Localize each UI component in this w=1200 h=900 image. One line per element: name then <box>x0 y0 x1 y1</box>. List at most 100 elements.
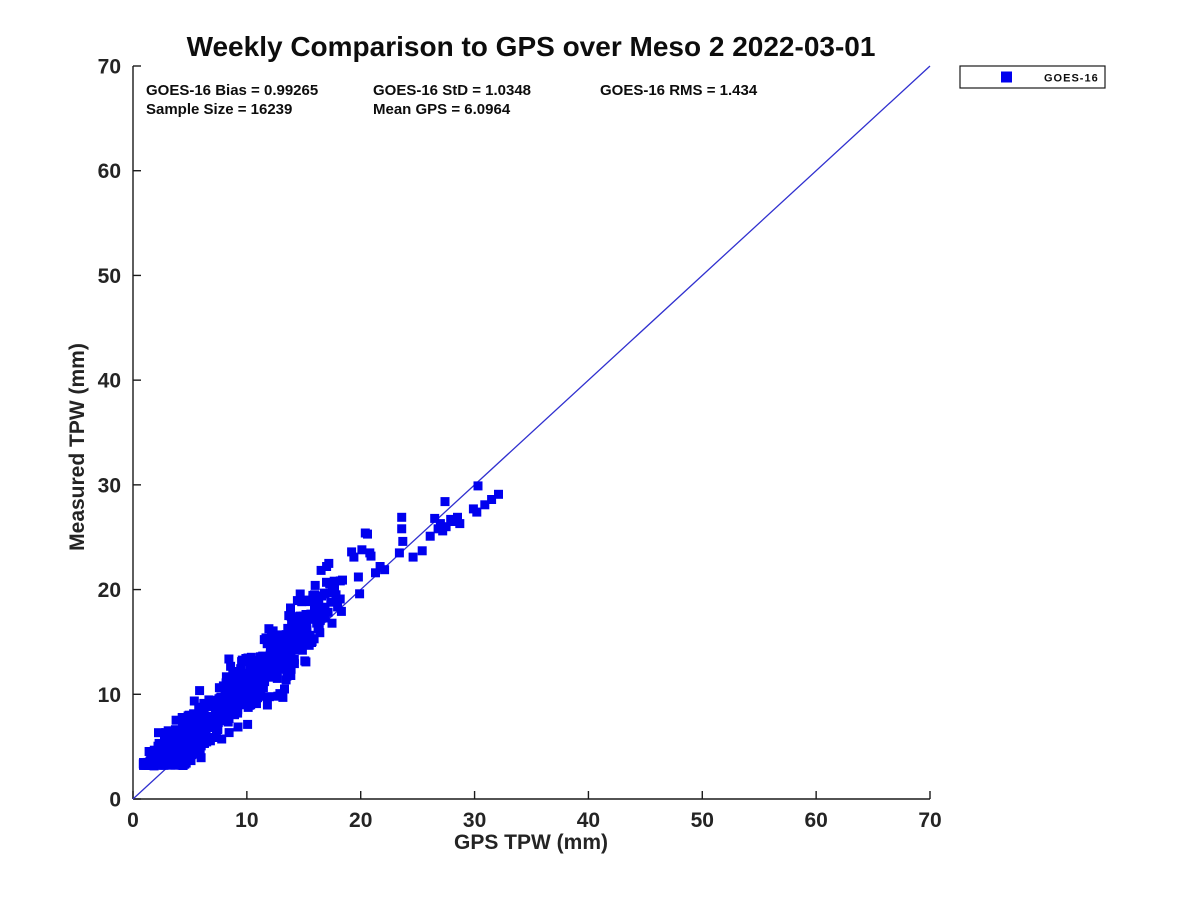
data-point-marker <box>233 681 243 691</box>
chart-title: Weekly Comparison to GPS over Meso 2 202… <box>187 31 876 62</box>
data-point-marker <box>199 738 209 748</box>
data-point-marker <box>371 568 380 578</box>
data-point-marker <box>271 659 281 669</box>
data-point-marker <box>295 628 305 638</box>
data-point-marker <box>258 683 268 693</box>
data-point-marker <box>243 702 253 712</box>
data-point-marker <box>154 728 163 738</box>
data-point-marker <box>294 618 304 628</box>
data-point-marker <box>243 682 253 692</box>
data-point-marker <box>297 624 307 634</box>
data-point-marker <box>177 713 187 722</box>
data-point-marker <box>258 677 268 686</box>
data-point-marker <box>154 759 164 769</box>
data-point-marker <box>161 751 171 761</box>
data-point-marker <box>226 661 236 671</box>
data-point-marker <box>310 580 320 590</box>
data-point-marker <box>272 673 282 683</box>
data-point-marker <box>447 517 457 526</box>
data-point-marker <box>430 513 440 523</box>
data-point-marker <box>167 731 177 741</box>
data-point-marker <box>320 613 330 623</box>
x-tick-label: 60 <box>804 809 827 832</box>
data-point-marker <box>188 744 197 754</box>
x-tick-label: 70 <box>918 809 941 832</box>
data-point-marker <box>199 706 209 716</box>
data-point-marker <box>274 632 284 642</box>
data-point-marker <box>264 692 274 702</box>
data-point-marker <box>217 734 227 744</box>
y-tick-label: 70 <box>98 56 121 79</box>
data-point-marker <box>233 708 243 718</box>
stat-std: GOES-16 StD = 1.0348 <box>373 82 531 99</box>
data-point-marker <box>170 760 179 770</box>
data-point-marker <box>251 674 261 684</box>
data-point-marker <box>211 706 220 716</box>
data-point-marker <box>326 597 336 607</box>
data-point-marker <box>217 708 227 717</box>
data-point-marker <box>316 565 326 575</box>
data-point-marker <box>353 572 363 582</box>
data-point-marker <box>338 575 347 585</box>
data-point-marker <box>241 654 251 663</box>
data-point-marker <box>480 500 490 510</box>
data-point-marker <box>433 524 443 534</box>
data-point-marker <box>164 760 174 770</box>
data-point-marker <box>417 546 427 556</box>
y-tick-label: 10 <box>98 684 121 707</box>
data-point-marker <box>363 529 372 539</box>
data-point-marker <box>473 481 483 491</box>
data-point-marker <box>325 579 335 588</box>
data-point-marker <box>280 684 289 694</box>
data-point-marker <box>169 740 179 750</box>
data-point-marker <box>207 697 217 707</box>
data-point-marker <box>281 675 291 685</box>
legend[interactable]: GOES-16 <box>959 65 1106 89</box>
y-tick-label: 50 <box>98 265 121 288</box>
data-point-marker <box>204 721 214 731</box>
stat-rms: GOES-16 RMS = 1.434 <box>600 82 758 99</box>
data-point-marker <box>494 489 503 499</box>
data-point-marker <box>300 595 310 605</box>
stat-sample: Sample Size = 16239 <box>146 101 292 118</box>
data-point-marker <box>319 589 329 599</box>
data-point-marker <box>324 558 334 568</box>
data-point-marker <box>283 637 293 647</box>
data-point-marker <box>286 603 295 613</box>
data-point-marker <box>300 639 310 649</box>
data-point-marker <box>425 531 435 541</box>
y-tick-label: 20 <box>98 579 121 602</box>
data-point-marker <box>283 623 293 633</box>
data-point-marker <box>297 645 307 655</box>
x-tick-label: 30 <box>463 809 486 832</box>
data-point-marker <box>160 733 169 743</box>
data-point-marker <box>440 497 450 507</box>
data-point-marker <box>335 594 345 604</box>
data-point-marker <box>349 552 359 562</box>
data-point-marker <box>325 588 335 598</box>
data-point-marker <box>302 610 312 620</box>
data-point-marker <box>146 759 156 769</box>
data-point-marker <box>408 552 418 562</box>
x-tick-label: 20 <box>349 809 372 832</box>
data-point-marker <box>183 729 193 739</box>
data-point-marker <box>176 760 186 770</box>
data-point-marker <box>231 673 241 683</box>
x-axis-label: GPS TPW (mm) <box>454 831 608 854</box>
stat-bias: GOES-16 Bias = 0.99265 <box>146 82 318 99</box>
x-tick-label: 10 <box>235 809 258 832</box>
data-point-marker <box>289 659 299 669</box>
data-point-marker <box>164 741 173 751</box>
data-point-marker <box>366 551 376 561</box>
data-point-marker <box>221 678 231 688</box>
tick-marks <box>132 65 931 800</box>
data-point-marker <box>397 524 407 534</box>
data-point-marker <box>266 672 276 682</box>
data-point-marker <box>269 640 279 650</box>
data-point-marker <box>455 519 465 529</box>
data-point-marker <box>243 675 253 685</box>
data-point-marker <box>175 727 185 736</box>
data-point-marker <box>181 737 191 747</box>
data-point-marker <box>295 589 305 599</box>
